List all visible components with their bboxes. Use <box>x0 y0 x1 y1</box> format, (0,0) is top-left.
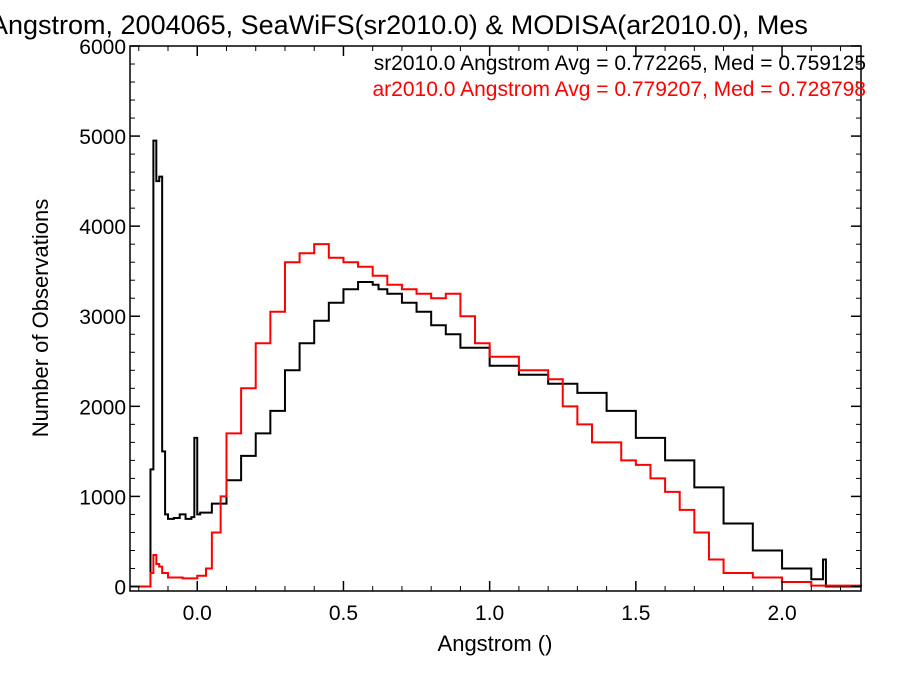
series-layer <box>130 139 862 588</box>
y-tick-label: 4000 <box>79 216 126 239</box>
x-tick-label: 1.0 <box>475 602 504 625</box>
y-tick-label: 6000 <box>79 36 126 59</box>
x-tick-label: 0.5 <box>329 602 358 625</box>
x-tick-label: 0.0 <box>183 602 212 625</box>
x-axis-label: Angstrom () <box>438 631 553 656</box>
chart-title: Angstrom, 2004065, SeaWiFS(sr2010.0) & M… <box>0 10 808 40</box>
series-line-ar2010-0 <box>130 243 862 588</box>
series-annotation-sr2010: sr2010.0 Angstrom Avg = 0.772265, Med = … <box>374 52 866 75</box>
y-tick-label: 2000 <box>79 396 126 419</box>
y-tick-label: 3000 <box>79 306 126 329</box>
plot-frame <box>129 45 862 592</box>
y-axis-label: Number of Observations <box>28 199 53 437</box>
y-tick-label: 1000 <box>79 486 126 509</box>
y-tick-label: 5000 <box>79 126 126 149</box>
y-tick-label: 0 <box>114 576 126 599</box>
series-line-sr2010-0 <box>130 139 861 588</box>
x-tick-label: 2.0 <box>767 602 796 625</box>
x-tick-label: 1.5 <box>621 602 650 625</box>
y-axis-ticks: 0 1000 2000 3000 4000 5000 6000 <box>79 36 861 599</box>
series-annotation-ar2010: ar2010.0 Angstrom Avg = 0.779207, Med = … <box>373 78 867 101</box>
x-axis-ticks: 0.0 0.5 1.0 1.5 2.0 <box>138 46 842 625</box>
